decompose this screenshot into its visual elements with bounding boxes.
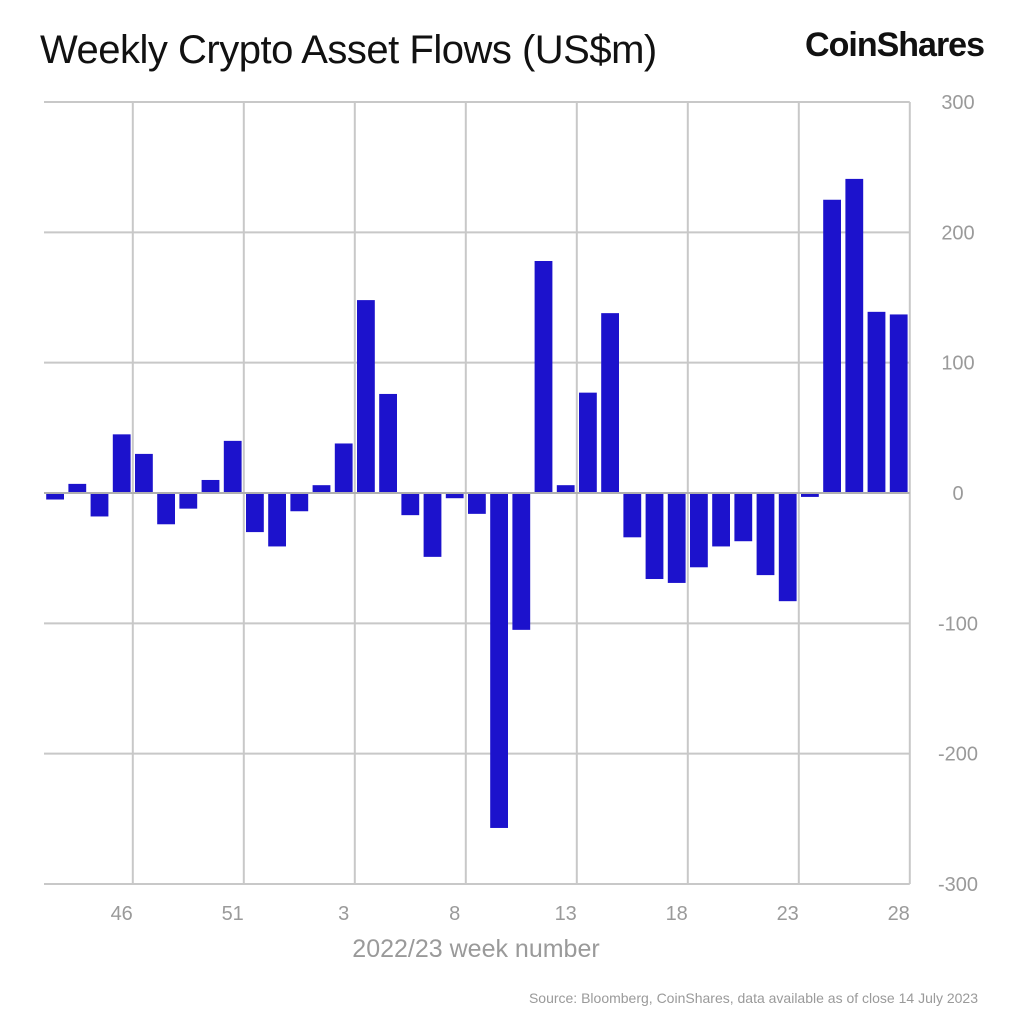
bar: [579, 392, 597, 493]
bar: [712, 493, 730, 547]
bar: [734, 493, 753, 542]
bar: [157, 493, 175, 525]
bar: [690, 493, 708, 568]
bar: [512, 493, 531, 630]
chart-title: Weekly Crypto Asset Flows (US$m): [40, 28, 657, 72]
x-tick-label: 28: [888, 903, 910, 925]
y-tick-label: -300: [938, 874, 978, 896]
x-tick-label: 46: [111, 903, 133, 925]
bar: [179, 493, 198, 509]
bar: [90, 493, 109, 517]
bar: [312, 485, 331, 493]
source-note: Source: Bloomberg, CoinShares, data avai…: [528, 990, 978, 1006]
y-tick-labels: 300 200 100 0 -100 -200 -300: [938, 92, 978, 896]
bar: [801, 493, 819, 497]
y-tick-label: 100: [941, 353, 974, 375]
bar: [645, 493, 664, 580]
bar: [334, 443, 353, 493]
bar: [268, 493, 286, 547]
bar: [379, 393, 397, 493]
x-axis-label: 2022/23 week number: [352, 935, 599, 963]
bar: [423, 493, 442, 557]
y-tick-label: -200: [938, 744, 978, 766]
coinshares-logo: CoinShares: [805, 26, 985, 64]
bar: [845, 178, 864, 493]
bar: [867, 311, 886, 493]
x-tick-label: 51: [222, 903, 244, 925]
bar: [401, 493, 420, 516]
bar: [889, 314, 908, 493]
y-tick-label: 200: [941, 222, 974, 244]
y-tick-label: -100: [938, 613, 978, 635]
x-tick-label: 23: [777, 903, 799, 925]
bar: [223, 440, 242, 493]
bar: [623, 493, 642, 538]
x-tick-label: 3: [338, 903, 349, 925]
bar: [756, 493, 775, 576]
bar: [490, 493, 508, 828]
bar: [778, 493, 797, 602]
bar: [201, 479, 220, 493]
bar: [246, 493, 264, 533]
bar: [445, 493, 464, 499]
y-tick-label: 300: [941, 92, 974, 114]
x-tick-labels: 46 51 3 8 13 18 23 28: [111, 903, 910, 925]
bar: [46, 493, 64, 500]
bar: [556, 485, 575, 493]
bar: [290, 493, 309, 512]
bar: [468, 493, 486, 514]
bar: [534, 261, 553, 493]
bar: [68, 483, 87, 493]
bar: [135, 453, 153, 493]
x-tick-label: 13: [555, 903, 577, 925]
bar: [112, 434, 131, 493]
bar: [601, 313, 619, 493]
bar: [823, 199, 841, 493]
y-tick-label: 0: [952, 483, 963, 505]
bars: [46, 178, 908, 828]
x-tick-label: 8: [449, 903, 460, 925]
bar: [357, 300, 375, 493]
bar: [667, 493, 686, 583]
x-tick-label: 18: [666, 903, 688, 925]
